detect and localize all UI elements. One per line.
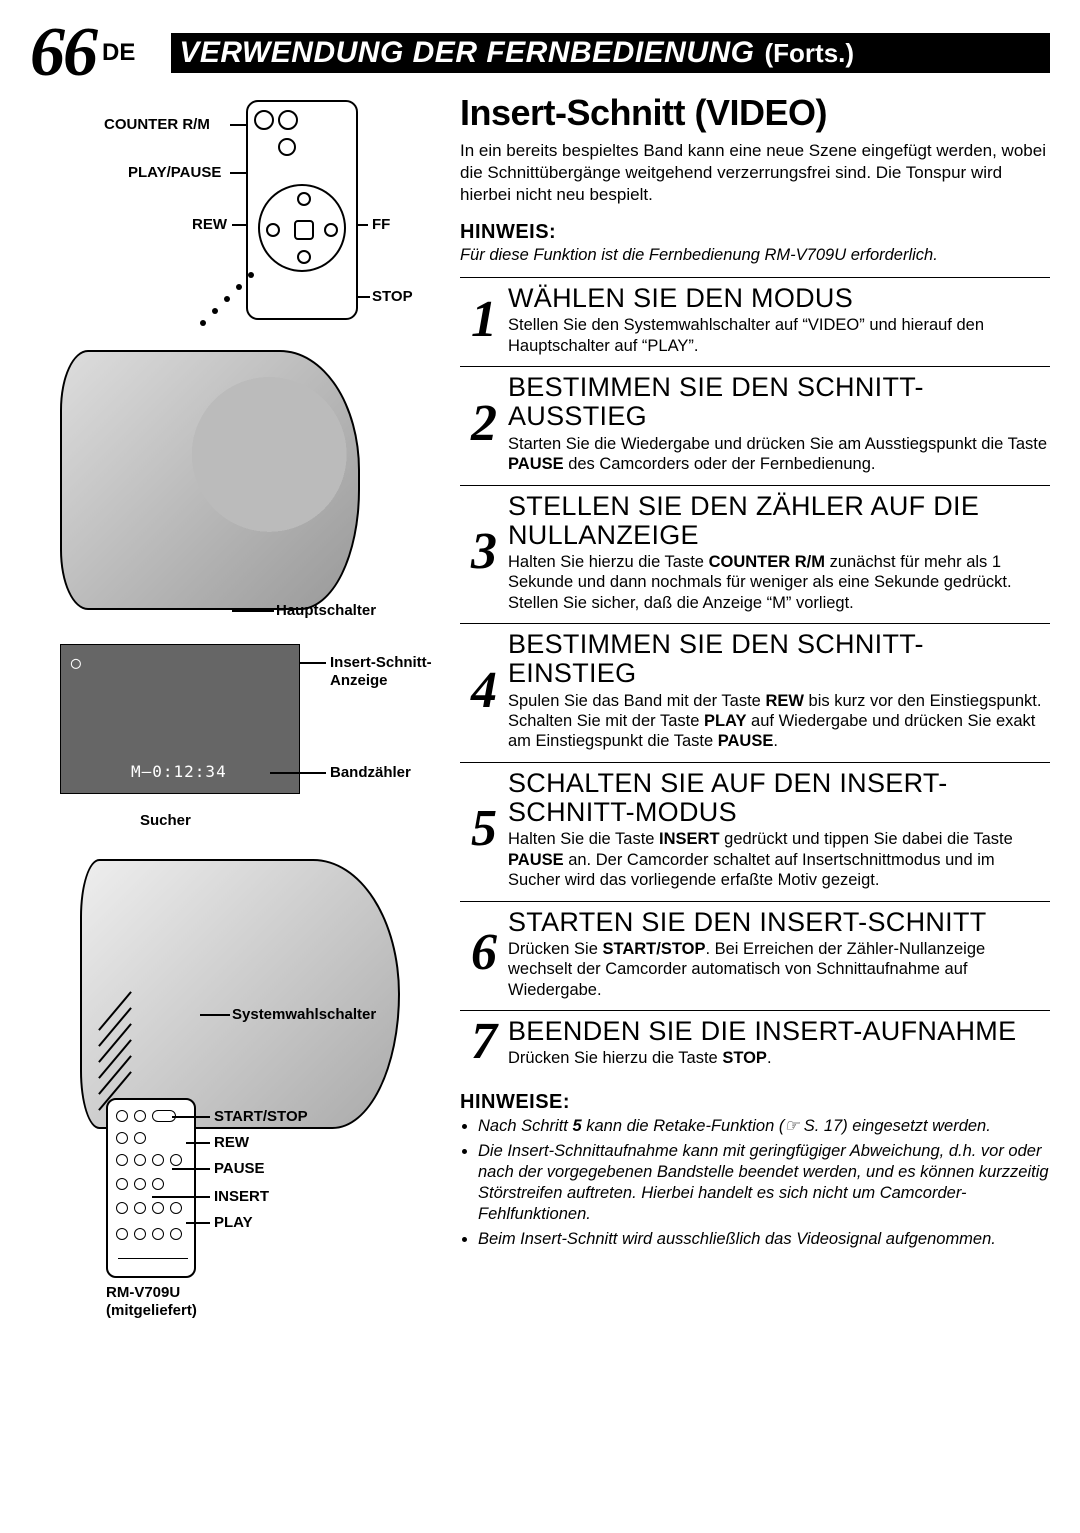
step-body: STARTEN SIE DEN INSERT-SCHNITTDrücken Si…: [508, 908, 1050, 1001]
label-ff: FF: [372, 216, 390, 233]
label-start-stop: START/STOP: [214, 1108, 308, 1125]
hinweise-label: HINWEISE:: [460, 1091, 1050, 1114]
left-column: COUNTER R/M PLAY/PAUSE REW FF STOP: [40, 100, 440, 1129]
dpad-left-icon: [266, 223, 280, 237]
viewfinder-screen: ◯ M–0:12:34: [60, 644, 300, 794]
label-insert-anzeige: Insert-Schnitt- Anzeige: [330, 654, 432, 690]
label-bandzaehler: Bandzähler: [330, 764, 411, 781]
label-remote-model: RM-V709U (mitgeliefert): [106, 1284, 197, 1320]
step-text: Drücken Sie START/STOP. Bei Erreichen de…: [508, 939, 1050, 1000]
dpad-down-icon: [297, 250, 311, 264]
step-text: Drücken Sie hierzu die Taste STOP.: [508, 1048, 1050, 1068]
step-number: 3: [460, 529, 508, 576]
header-suffix: (Forts.): [765, 38, 855, 69]
step: 6STARTEN SIE DEN INSERT-SCHNITTDrücken S…: [460, 901, 1050, 1001]
step-number: 1: [460, 297, 508, 344]
signal-waves-icon: [90, 1010, 140, 1106]
hinweis-text: Für diese Funktion ist die Fernbedienung…: [460, 246, 1050, 265]
leader-line: [186, 1222, 210, 1224]
step-body: BESTIMMEN SIE DEN SCHNITT-AUSSTIEGStarte…: [508, 373, 1050, 474]
step: 5SCHALTEN SIE AUF DEN INSERT-SCHNITT-MOD…: [460, 762, 1050, 891]
label-rew-bottom: REW: [214, 1134, 249, 1151]
step-number: 6: [460, 930, 508, 977]
step-title: BESTIMMEN SIE DEN SCHNITT-EINSTIEG: [508, 630, 1050, 688]
step-body: WÄHLEN SIE DEN MODUSStellen Sie den Syst…: [508, 284, 1050, 356]
tape-counter-value: M–0:12:34: [131, 762, 227, 781]
signal-dots-icon: [200, 272, 260, 332]
label-insert: INSERT: [214, 1188, 269, 1205]
step-text: Halten Sie die Taste INSERT gedrückt und…: [508, 829, 1050, 890]
step: 4BESTIMMEN SIE DEN SCHNITT-EINSTIEGSpule…: [460, 623, 1050, 752]
page-number: 66: [30, 13, 96, 93]
leader-line: [172, 1116, 210, 1118]
step: 2BESTIMMEN SIE DEN SCHNITT-AUSSTIEGStart…: [460, 366, 1050, 474]
step-title: STARTEN SIE DEN INSERT-SCHNITT: [508, 908, 1050, 937]
step: 3STELLEN SIE DEN ZÄHLER AUF DIE NULLANZE…: [460, 485, 1050, 614]
hinweise-list: Nach Schritt 5 kann die Retake-Funktion …: [460, 1116, 1050, 1251]
label-stop: STOP: [372, 288, 413, 305]
page-header: 66 DE VERWENDUNG DER FERNBEDIENUNG (Fort…: [30, 24, 1050, 82]
remote-bottom-icon: [106, 1098, 196, 1278]
step-body: SCHALTEN SIE AUF DEN INSERT-SCHNITT-MODU…: [508, 769, 1050, 891]
label-hauptschalter: Hauptschalter: [276, 602, 376, 619]
step-number: 4: [460, 668, 508, 715]
step-title: BESTIMMEN SIE DEN SCHNITT-AUSSTIEG: [508, 373, 1050, 431]
step-text: Spulen Sie das Band mit der Taste REW bi…: [508, 691, 1050, 752]
right-column: Insert-Schnitt (VIDEO) In ein bereits be…: [460, 92, 1050, 1254]
step-number: 2: [460, 401, 508, 448]
label-play-pause: PLAY/PAUSE: [128, 164, 221, 181]
step-text: Halten Sie hierzu die Taste COUNTER R/M …: [508, 552, 1050, 613]
insert-indicator-icon: ◯: [71, 653, 81, 672]
step-title: SCHALTEN SIE AUF DEN INSERT-SCHNITT-MODU…: [508, 769, 1050, 827]
label-pause: PAUSE: [214, 1160, 265, 1177]
remote-button-icon: [254, 110, 274, 130]
hinweise-block: HINWEISE: Nach Schritt 5 kann die Retake…: [460, 1091, 1050, 1251]
leader-line: [300, 662, 326, 664]
step: 1WÄHLEN SIE DEN MODUSStellen Sie den Sys…: [460, 277, 1050, 356]
step-body: BESTIMMEN SIE DEN SCHNITT-EINSTIEGSpulen…: [508, 630, 1050, 752]
step-number: 7: [460, 1019, 508, 1066]
remote-diagram-top: COUNTER R/M PLAY/PAUSE REW FF STOP: [40, 100, 440, 340]
camcorder-top-icon: [60, 350, 360, 610]
intro-text: In ein bereits bespieltes Band kann eine…: [460, 140, 1050, 205]
step-number: 5: [460, 806, 508, 853]
viewfinder-block: ◯ M–0:12:34 Insert-Schnitt- Anzeige Band…: [40, 644, 440, 829]
label-play: PLAY: [214, 1214, 253, 1231]
remote-button-icon: [278, 110, 298, 130]
leader-line: [270, 772, 326, 774]
dpad-up-icon: [297, 192, 311, 206]
header-bar: VERWENDUNG DER FERNBEDIENUNG (Forts.): [171, 33, 1050, 73]
step: 7BEENDEN SIE DIE INSERT-AUFNAHMEDrücken …: [460, 1010, 1050, 1069]
label-rew: REW: [192, 216, 227, 233]
leader-line: [186, 1142, 210, 1144]
hinweise-item: Beim Insert-Schnitt wird ausschließlich …: [478, 1229, 1050, 1250]
header-title: VERWENDUNG DER FERNBEDIENUNG: [179, 36, 754, 70]
hinweis-label: HINWEIS:: [460, 221, 1050, 244]
leader-line: [232, 610, 274, 612]
label-systemwahlschalter: Systemwahlschalter: [232, 1006, 376, 1023]
step-title: BEENDEN SIE DIE INSERT-AUFNAHME: [508, 1017, 1050, 1046]
step-title: STELLEN SIE DEN ZÄHLER AUF DIE NULLANZEI…: [508, 492, 1050, 550]
section-title: Insert-Schnitt (VIDEO): [460, 92, 1050, 134]
step-text: Starten Sie die Wiedergabe und drücken S…: [508, 434, 1050, 475]
label-counter-rm: COUNTER R/M: [104, 116, 210, 133]
hinweise-item: Nach Schritt 5 kann die Retake-Funktion …: [478, 1116, 1050, 1137]
steps-container: 1WÄHLEN SIE DEN MODUSStellen Sie den Sys…: [460, 277, 1050, 1068]
page-number-suffix: DE: [102, 39, 135, 67]
dpad-right-icon: [324, 223, 338, 237]
step-body: BEENDEN SIE DIE INSERT-AUFNAHMEDrücken S…: [508, 1017, 1050, 1069]
label-sucher: Sucher: [140, 812, 440, 829]
leader-line: [172, 1168, 210, 1170]
step-body: STELLEN SIE DEN ZÄHLER AUF DIE NULLANZEI…: [508, 492, 1050, 614]
remote-dpad-icon: [258, 184, 346, 272]
remote-button-icon: [278, 138, 296, 156]
step-text: Stellen Sie den Systemwahlschalter auf “…: [508, 315, 1050, 356]
step-title: WÄHLEN SIE DEN MODUS: [508, 284, 1050, 313]
dpad-center-icon: [294, 220, 314, 240]
leader-line: [200, 1014, 230, 1016]
leader-line: [152, 1196, 210, 1198]
hinweise-item: Die Insert-Schnittaufnahme kann mit geri…: [478, 1141, 1050, 1225]
